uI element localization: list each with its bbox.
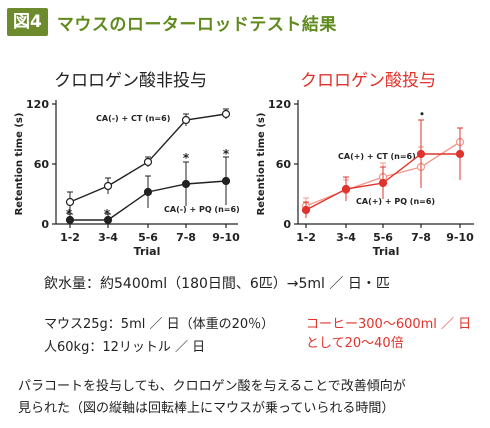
data-point bbox=[103, 181, 113, 191]
x-axis-label: Trial bbox=[373, 245, 400, 258]
data-point bbox=[378, 178, 388, 188]
caption-line2: 見られた（図の縦軸は回転棒上にマウスが乗っていられる時間） bbox=[18, 401, 395, 416]
y-axis-label: Retention time (s) bbox=[14, 113, 25, 216]
x-axis-label: Trial bbox=[134, 245, 161, 258]
y-tick-label: 120 bbox=[26, 98, 49, 111]
significance-mark: * bbox=[104, 207, 111, 221]
data-point bbox=[221, 176, 231, 186]
data-point bbox=[143, 157, 153, 167]
significance-mark: * bbox=[183, 151, 190, 165]
significance-mark: * bbox=[223, 147, 230, 161]
series-label: CA(+) + PQ (n=6) bbox=[356, 197, 435, 206]
x-tick-label: 9-10 bbox=[446, 231, 474, 244]
y-tick-label: 120 bbox=[268, 98, 291, 111]
figure-title: マウスのローターロッドテスト結果 bbox=[56, 14, 337, 35]
y-tick-label: 0 bbox=[41, 218, 49, 231]
data-point bbox=[143, 187, 153, 197]
significance-mark: * bbox=[66, 207, 73, 221]
x-tick-label: 5-6 bbox=[138, 231, 158, 244]
right-chart-title: クロロゲン酸投与 bbox=[300, 71, 436, 91]
x-tick-label: 3-4 bbox=[98, 231, 118, 244]
right-chart: 0 60 120 1-2 3-4 5-6 7-8 9-10 Trial Retention tim… bbox=[256, 98, 474, 258]
data-point bbox=[301, 205, 311, 215]
y-tick-label: 60 bbox=[276, 158, 292, 171]
human-intake-note: 人60kg：12リットル ／ 日 bbox=[44, 340, 206, 355]
left-chart-title: クロロゲン酸非投与 bbox=[54, 71, 207, 91]
figure-header: 図4 マウスのローターロッドテスト結果 bbox=[7, 7, 337, 37]
series-label: CA(-) + CT (n=6) bbox=[96, 114, 170, 123]
x-tick-label: 7-8 bbox=[411, 231, 431, 244]
x-tick-label: 9-10 bbox=[212, 231, 240, 244]
data-point bbox=[65, 197, 75, 207]
x-tick-label: 7-8 bbox=[176, 231, 196, 244]
coffee-note-line2: として20〜40倍 bbox=[306, 336, 404, 351]
data-point bbox=[221, 109, 231, 119]
x-tick-label: 1-2 bbox=[60, 231, 80, 244]
y-axis-label: Retention time (s) bbox=[256, 113, 267, 216]
data-point bbox=[65, 215, 75, 225]
series-label: CA(-) + PQ (n=6) bbox=[164, 205, 240, 214]
data-point bbox=[341, 184, 351, 194]
mouse-intake-note: マウス25g：5ml ／ 日（体重の20％） bbox=[44, 317, 275, 332]
significance-mark: ・ bbox=[416, 107, 428, 121]
x-tick-label: 1-2 bbox=[296, 231, 316, 244]
coffee-note-line1: コーヒー300〜600ml ／ 日 bbox=[306, 317, 472, 332]
y-tick-label: 0 bbox=[283, 218, 291, 231]
data-point bbox=[416, 149, 426, 159]
left-chart: 0 60 120 1-2 3-4 5-6 7-8 9-10 Trial Retention tim… bbox=[14, 98, 240, 258]
caption-line1: パラコートを投与しても、クロロゲン酸を与えることで改善傾向が bbox=[18, 379, 406, 394]
series-label: CA(+) + CT (n=6) bbox=[338, 152, 416, 161]
figure-badge: 図4 bbox=[7, 8, 48, 36]
data-point bbox=[181, 115, 191, 125]
x-tick-label: 5-6 bbox=[373, 231, 393, 244]
x-tick-label: 3-4 bbox=[336, 231, 356, 244]
water-intake-note: 飲水量：約5400ml（180日間、6匹）→5ml ／ 日・匹 bbox=[44, 276, 390, 292]
data-point bbox=[181, 179, 191, 189]
data-point bbox=[103, 215, 113, 225]
y-tick-label: 60 bbox=[34, 158, 50, 171]
data-point bbox=[455, 149, 465, 159]
